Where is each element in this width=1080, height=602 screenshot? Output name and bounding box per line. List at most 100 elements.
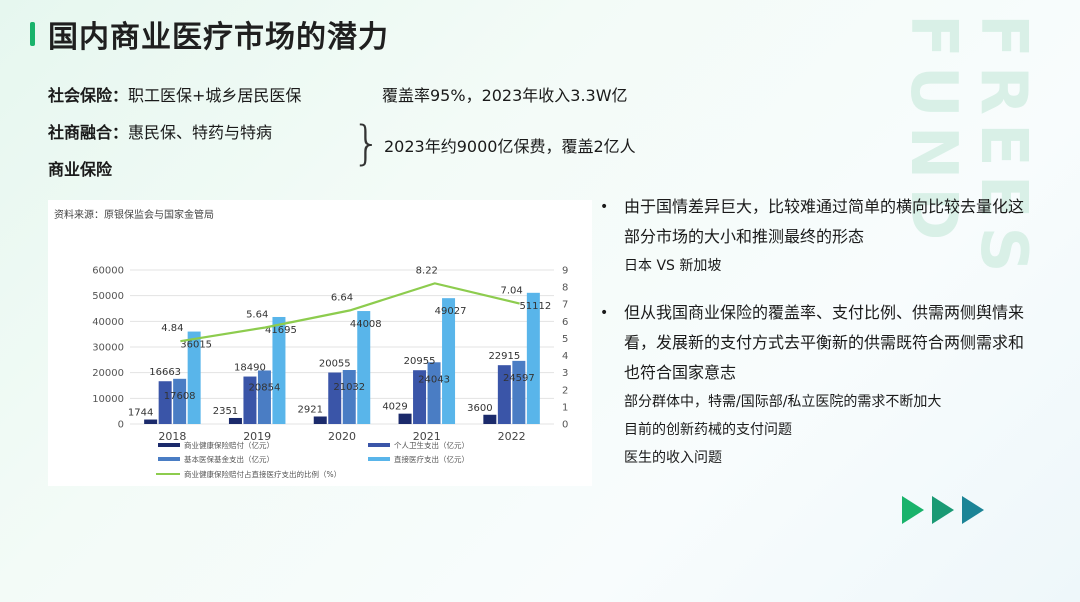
y-tick-label: 10000 (92, 394, 124, 405)
y2-tick-label: 2 (562, 385, 568, 396)
data-label: 41695 (265, 325, 297, 336)
legend-label: 商业健康保险赔付（亿元） (184, 440, 274, 450)
bar (497, 365, 511, 424)
bar (187, 331, 201, 424)
sub-item: 日本 VS 新加坡 (624, 258, 722, 274)
data-label: 16663 (149, 367, 181, 378)
row-commercial-insurance: 商业保险 (48, 156, 112, 180)
line-data-label: 7.04 (500, 286, 522, 297)
y-tick-label: 30000 (92, 343, 124, 354)
title-accent-bar (30, 22, 35, 46)
bar (313, 416, 327, 424)
bar (427, 362, 441, 424)
coverage-note: 覆盖率95%，2023年收入3.3W亿 (382, 86, 628, 105)
data-label: 20055 (319, 359, 351, 370)
data-label: 3600 (467, 403, 492, 414)
bar (328, 372, 342, 424)
bar (512, 360, 526, 424)
data-label: 4029 (382, 402, 407, 413)
y2-tick-label: 5 (562, 334, 568, 345)
row-text: 惠民保、特药与特病 (128, 123, 273, 142)
legend-label: 基本医保基金支出（亿元） (184, 454, 274, 464)
row-label: 社会保险： (48, 86, 129, 105)
brand-watermark: FREES FUND (896, 14, 1040, 281)
bar-line-chart: 资料来源：原银保监会与国家金管局 0 10000 20000 30000 40000 500… (54, 208, 568, 479)
data-label: 22915 (488, 351, 520, 362)
bar (257, 370, 271, 424)
bar (413, 370, 427, 424)
play-arrow-icon (902, 496, 924, 524)
data-label: 24043 (418, 374, 450, 385)
data-label: 49027 (435, 306, 467, 317)
legend-label: 个人卫生支出（亿元） (394, 440, 469, 450)
bar (442, 298, 456, 424)
y2-tick-label: 3 (562, 368, 568, 379)
line-data-label: 8.22 (416, 265, 438, 276)
x-tick-label: 2019 (243, 430, 271, 443)
data-label: 18490 (234, 363, 266, 374)
bar (144, 419, 158, 424)
data-label: 51112 (519, 301, 551, 312)
y2-tick-label: 0 (562, 420, 568, 431)
x-tick-label: 2021 (413, 430, 441, 443)
bar (243, 376, 257, 424)
data-label: 17608 (164, 391, 196, 402)
bullet-text: 由于国情差异巨大，比较难通过简单的横向比较去量化这部分市场的大小和推测最终的形态 (624, 197, 1025, 246)
y2-tick-label: 7 (562, 300, 568, 311)
data-label: 1744 (128, 408, 153, 419)
x-tick-label: 2018 (158, 430, 186, 443)
legend-swatch (368, 443, 390, 447)
bar (158, 381, 172, 424)
row-label: 商业保险 (48, 160, 113, 179)
arrow-decoration (902, 496, 984, 524)
y2-tick-label: 1 (562, 402, 568, 413)
data-label: 36015 (180, 340, 212, 351)
y2-tick-label: 4 (562, 351, 568, 362)
line-data-label: 5.64 (246, 309, 268, 320)
chart-card: 资料来源：原银保监会与国家金管局 0 10000 20000 30000 40000 500… (48, 200, 592, 486)
bullet-item: • 但从我国商业保险的覆盖率、支付比例、供需两侧舆情来看，发展新的支付方式去平衡… (596, 298, 1036, 388)
data-label: 20955 (404, 356, 436, 367)
bar (272, 316, 286, 424)
y-tick-label: 50000 (92, 291, 124, 302)
bar (228, 417, 242, 424)
legend-swatch (158, 457, 180, 461)
bar (398, 413, 412, 424)
data-label: 24597 (503, 373, 535, 384)
line-data-label: 6.64 (331, 292, 353, 303)
y2-tick-label: 6 (562, 317, 568, 328)
legend-swatch (368, 457, 390, 461)
bar (173, 378, 187, 424)
premium-note: 2023年约9000亿保费，覆盖2亿人 (384, 137, 636, 156)
right-brace-icon: } (352, 116, 382, 170)
line-series (180, 282, 520, 343)
y-tick-label: 40000 (92, 317, 124, 328)
x-tick-label: 2020 (328, 430, 356, 443)
data-label: 2351 (213, 406, 238, 417)
bullet-text: 但从我国商业保险的覆盖率、支付比例、供需两侧舆情来看，发展新的支付方式去平衡新的… (624, 303, 1025, 382)
data-label: 2921 (298, 405, 323, 416)
bullet-dot-icon: • (600, 305, 609, 321)
play-arrow-icon (932, 496, 954, 524)
bullet-dot-icon: • (600, 199, 609, 215)
legend-label: 直接医疗支出（亿元） (394, 454, 469, 464)
bar (526, 292, 540, 424)
x-tick-label: 2022 (498, 430, 526, 443)
line-data-label: 4.84 (161, 323, 183, 334)
play-arrow-icon (962, 496, 984, 524)
data-label: 20854 (249, 382, 281, 393)
bar (342, 370, 356, 424)
bullet-item: • 由于国情差异巨大，比较难通过简单的横向比较去量化这部分市场的大小和推测最终的… (596, 192, 1036, 252)
row-social-insurance: 社会保险：职工医保+城乡居民医保 (48, 82, 301, 106)
data-label: 44008 (350, 319, 382, 330)
page-title: 国内商业医疗市场的潜力 (48, 20, 389, 55)
legend-label: 商业健康保险赔付占直接医疗支出的比例（%） (184, 469, 341, 479)
row-social-commercial: 社商融合：惠民保、特药与特病 (48, 119, 272, 143)
y2-tick-label: 8 (562, 283, 568, 294)
sub-item: 部分群体中，特需/国际部/私立医院的需求不断加大 (624, 394, 942, 410)
sub-item: 目前的创新药械的支付问题 (624, 422, 792, 438)
legend-swatch (158, 443, 180, 447)
y-tick-label: 0 (118, 420, 124, 431)
y-tick-label: 60000 (92, 266, 124, 277)
y-tick-label: 20000 (92, 368, 124, 379)
